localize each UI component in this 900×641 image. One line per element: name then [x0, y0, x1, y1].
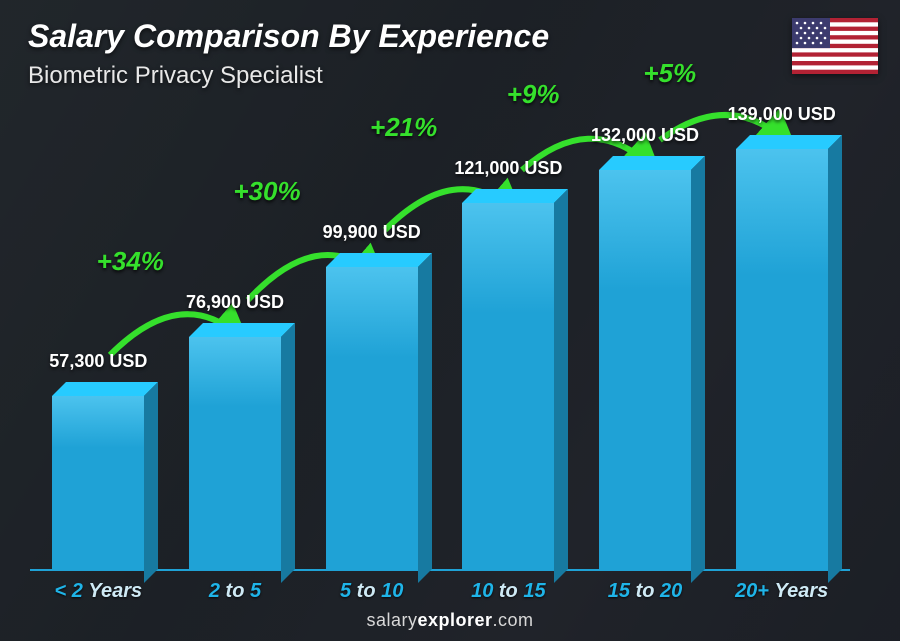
- bar: [736, 135, 828, 569]
- bar-category-label: 20+ Years: [735, 580, 828, 603]
- bar: [599, 156, 691, 569]
- bar-category-label: 10 to 15: [471, 580, 546, 603]
- bar-category-label: 2 to 5: [209, 580, 261, 603]
- us-flag-icon: [792, 18, 878, 74]
- footer-text-1: salary: [366, 610, 417, 630]
- bar-value-label: 99,900 USD: [323, 222, 421, 243]
- bar-slot: 139,000 USD20+ Years+5%: [713, 104, 850, 569]
- infographic-stage: Salary Comparison By Experience Biometri…: [0, 0, 900, 641]
- bars-container: 57,300 USD< 2 Years76,900 USD2 to 5+34%9…: [30, 110, 850, 571]
- bar-slot: 76,900 USD2 to 5+34%: [167, 292, 304, 569]
- growth-pct-label: +34%: [97, 246, 164, 277]
- bar-slot: 57,300 USD< 2 Years: [30, 351, 167, 569]
- bar-category-label: 5 to 10: [340, 580, 403, 603]
- bar-slot: 99,900 USD5 to 10+30%: [303, 222, 440, 569]
- chart-subtitle: Biometric Privacy Specialist: [28, 62, 323, 90]
- growth-pct-label: +5%: [643, 58, 696, 89]
- growth-pct-label: +21%: [370, 112, 437, 143]
- bar: [462, 189, 554, 569]
- chart-title: Salary Comparison By Experience: [28, 18, 549, 55]
- bar-slot: 121,000 USD10 to 15+21%: [440, 158, 577, 569]
- bar: [189, 323, 281, 569]
- bar: [326, 253, 418, 569]
- footer-attribution: salaryexplorer.com: [0, 610, 900, 631]
- footer-text-3: .com: [493, 610, 534, 630]
- bar-value-label: 76,900 USD: [186, 292, 284, 313]
- bar-value-label: 139,000 USD: [728, 104, 836, 125]
- bar-value-label: 121,000 USD: [454, 158, 562, 179]
- bar-category-label: 15 to 20: [608, 580, 683, 603]
- bar-value-label: 132,000 USD: [591, 125, 699, 146]
- bar: [52, 382, 144, 569]
- bar-chart: 57,300 USD< 2 Years76,900 USD2 to 5+34%9…: [30, 110, 850, 571]
- bar-slot: 132,000 USD15 to 20+9%: [577, 125, 714, 569]
- footer-text-2: explorer: [417, 610, 492, 630]
- growth-pct-label: +9%: [507, 79, 560, 110]
- growth-pct-label: +30%: [233, 176, 300, 207]
- bar-category-label: < 2 Years: [54, 580, 142, 603]
- bar-value-label: 57,300 USD: [49, 351, 147, 372]
